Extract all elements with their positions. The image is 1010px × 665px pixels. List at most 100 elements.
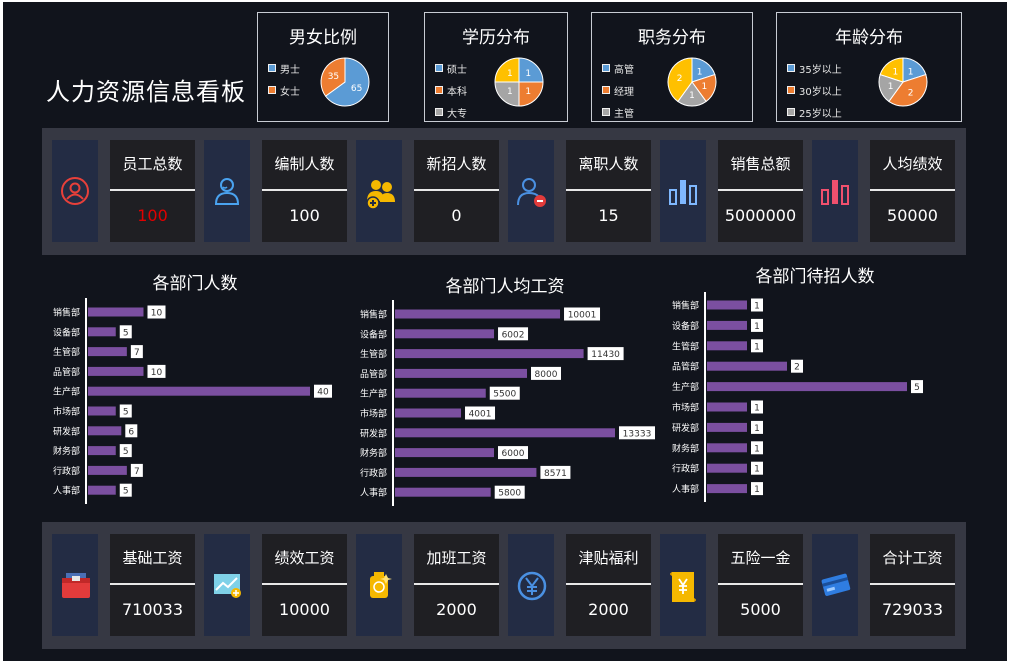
pie-slice — [879, 57, 904, 83]
legend-swatch — [602, 108, 610, 116]
bar — [395, 388, 486, 398]
bar-data-label: 1 — [754, 465, 760, 475]
bar-category-label: 财务部 — [53, 445, 80, 457]
kpi-icon-panel — [204, 140, 250, 242]
bar — [395, 448, 495, 458]
legend-label: 硕士 — [447, 64, 467, 76]
pie-slice-label: 1 — [507, 87, 513, 97]
bar-data-label: 1 — [754, 424, 760, 434]
kpi-card-new-hires: 新招人数 0 — [356, 140, 499, 242]
kpi-icon-panel — [812, 140, 858, 242]
pie-legend: 硕士 本科 大专 — [435, 57, 467, 123]
bar-category-label: 设备部 — [672, 320, 699, 332]
bar-data-label-box — [751, 318, 763, 332]
bar — [88, 347, 127, 357]
salary-icon-panel — [660, 534, 706, 636]
pie-legend: 男士 女士 — [268, 57, 300, 101]
bar — [707, 300, 747, 310]
bar-category-label: 行政部 — [672, 463, 699, 475]
dept-open-positions-chart: 销售部 1 设备部 1 生管部 1 品管部 2 生产部 5 市场部 1 研发部 1 财务部 1 行政部 1 人事部 1 — [672, 292, 923, 502]
legend-swatch — [268, 64, 276, 72]
legend-swatch — [268, 86, 276, 94]
bar — [88, 446, 116, 456]
legend-item: 25岁以上 — [787, 101, 842, 123]
remove-user-icon — [517, 178, 546, 207]
kpi-value: 15 — [566, 191, 651, 242]
bar — [88, 485, 116, 495]
salary-label: 津贴福利 — [566, 534, 651, 585]
kpi-value: 50000 — [870, 191, 955, 242]
card-icon — [821, 573, 851, 596]
bar-category-label: 销售部 — [53, 307, 80, 319]
bar — [707, 484, 747, 494]
education-pie-chart: 1 1 1 1 — [494, 57, 544, 107]
bar-data-label: 13333 — [623, 429, 652, 439]
trend-chart-icon — [214, 574, 241, 598]
bar — [707, 320, 747, 330]
bar-data-label-box — [619, 426, 655, 440]
bar-data-label: 1 — [754, 444, 760, 454]
kpi-card-headcount: 编制人数 100 — [204, 140, 347, 242]
legend-label: 本科 — [447, 86, 467, 98]
salary-card-overtime: 加班工资 2000 — [356, 534, 499, 636]
bar — [395, 467, 537, 477]
pie-slice-label: 1 — [697, 67, 703, 77]
bar-category-label: 行政部 — [360, 467, 387, 479]
bar-data-label-box — [494, 485, 525, 499]
kpi-value: 100 — [110, 191, 195, 242]
bar — [395, 329, 495, 339]
kpi-label: 新招人数 — [414, 140, 499, 191]
bar-data-label-box — [130, 345, 143, 359]
bar-data-label-box — [119, 483, 132, 497]
legend-swatch — [787, 108, 795, 116]
bar-data-label: 8571 — [544, 469, 567, 479]
bar-data-label-box — [751, 461, 763, 475]
bar-data-label-box — [498, 327, 529, 341]
bar-data-label-box — [751, 441, 763, 455]
bar-data-label: 5 — [123, 447, 129, 457]
pie-slice-label: 1 — [525, 69, 531, 79]
bar-data-label: 1 — [754, 404, 760, 414]
bar-data-label: 7 — [134, 467, 140, 477]
kpi-label: 销售总额 — [718, 140, 803, 191]
bar-category-label: 生管部 — [360, 348, 387, 360]
legend-swatch — [787, 86, 795, 94]
bar-data-label: 5800 — [498, 489, 521, 499]
bar — [395, 428, 615, 438]
bar-category-label: 品管部 — [53, 366, 80, 378]
bar-data-label-box — [751, 339, 763, 353]
wallet-icon — [62, 573, 90, 598]
bar-data-label-box — [489, 386, 520, 400]
legend-label: 主管 — [614, 108, 634, 120]
legend-item: 男士 — [268, 57, 300, 79]
pie-slice — [518, 81, 544, 107]
bar-category-label: 品管部 — [360, 368, 387, 380]
bar-data-label: 5 — [123, 328, 129, 338]
legend-item: 30岁以上 — [787, 79, 842, 101]
salary-icon-panel — [508, 534, 554, 636]
bar — [88, 386, 310, 396]
bar-data-label: 8000 — [535, 370, 558, 380]
pie-slice-label: 1 — [888, 82, 894, 92]
legend-swatch — [602, 86, 610, 94]
bar-data-label: 1 — [754, 342, 760, 352]
pie-slice-label: 1 — [689, 91, 695, 101]
pie-slice-label: 1 — [525, 87, 531, 97]
salary-label: 加班工资 — [414, 534, 499, 585]
bar-category-label: 财务部 — [672, 442, 699, 454]
bar-data-label-box — [751, 400, 763, 414]
bar-category-label: 市场部 — [672, 402, 699, 414]
bar-data-label-box — [498, 446, 529, 460]
bar-category-label: 生管部 — [53, 346, 80, 358]
bar-category-label: 人事部 — [53, 485, 80, 497]
pie-box-gender: 男女比例 男士 女士 65 35 — [257, 12, 389, 122]
bar-data-label-box — [564, 307, 601, 321]
pie-slice — [324, 57, 370, 107]
pie-slice-label: 1 — [892, 67, 898, 77]
pie-slice-label: 1 — [701, 82, 707, 92]
bar — [707, 422, 747, 432]
bar — [395, 309, 561, 319]
bar-data-label: 4001 — [469, 410, 492, 420]
